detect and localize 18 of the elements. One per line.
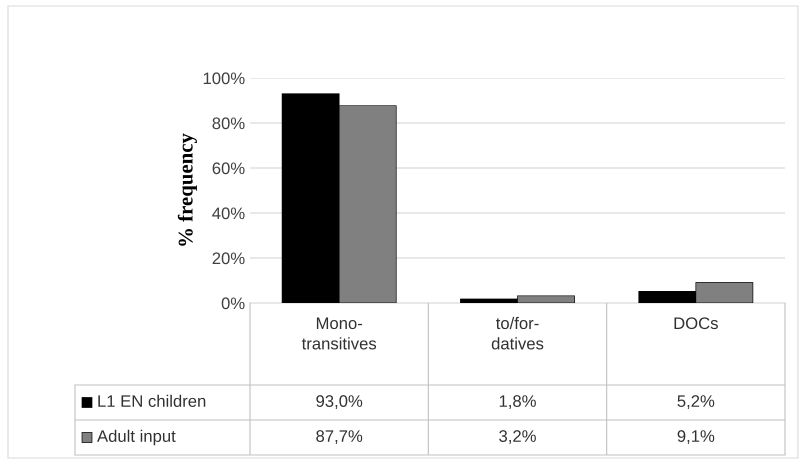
y-tick-label: 0% <box>222 297 245 310</box>
legend-label: L1 EN children <box>98 394 206 407</box>
y-axis-title: % frequency <box>178 133 197 246</box>
y-tick-label: 60% <box>212 162 245 174</box>
y-tick-label: 80% <box>212 117 245 130</box>
data-label: 87,7% <box>316 430 362 444</box>
x-tick-label: DOCs <box>674 317 718 330</box>
data-label: 3,2% <box>499 430 536 444</box>
y-tick-label: 40% <box>212 207 245 220</box>
data-label: 5,2% <box>678 395 714 409</box>
x-tick-label: to/for- datives <box>492 316 544 350</box>
data-label: 93,0% <box>316 395 362 409</box>
data-label: 9,1% <box>678 430 714 444</box>
y-tick-label: 100% <box>204 72 245 84</box>
y-tick-label: 20% <box>212 252 245 264</box>
data-label: 1,8% <box>500 395 536 409</box>
x-tick-label: Mono- transitives <box>302 318 376 350</box>
legend-label: Adult input <box>97 430 176 446</box>
